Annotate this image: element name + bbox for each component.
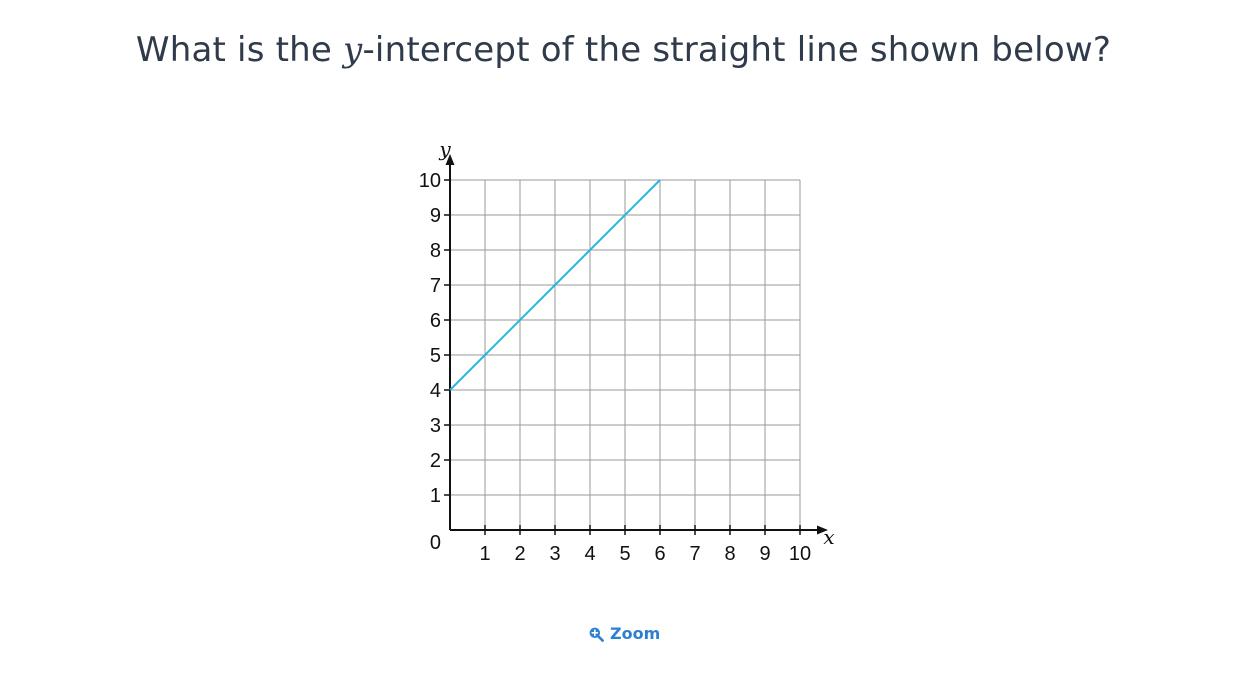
origin-label: 0 (430, 532, 441, 554)
y-axis-label: y (438, 137, 451, 161)
question-prefix: What is the (135, 30, 344, 70)
x-tick-label: 1 (479, 543, 490, 565)
y-tick-label: 2 (430, 450, 441, 472)
y-tick-label: 3 (430, 415, 441, 437)
y-tick-label: 1 (430, 485, 441, 507)
x-axis-arrow (817, 525, 828, 535)
zoom-label: Zoom (610, 624, 661, 643)
y-tick-label: 9 (430, 205, 441, 227)
y-tick-label: 10 (419, 170, 441, 192)
x-tick-label: 10 (789, 543, 811, 565)
x-tick-label: 5 (619, 543, 630, 565)
x-tick-label: 4 (584, 543, 595, 565)
y-tick-label: 7 (430, 275, 441, 297)
x-tick-label: 8 (724, 543, 735, 565)
y-tick-label: 6 (430, 310, 441, 332)
y-tick-label: 4 (430, 380, 441, 402)
line-graph: 1 2 3 4 5 6 7 8 9 10 1 2 3 4 5 6 7 8 9 10 0 x y (419, 137, 835, 565)
x-tick-label: 3 (549, 543, 560, 565)
series (449, 179, 661, 391)
zoom-button[interactable]: Zoom (588, 624, 660, 643)
axes (445, 154, 828, 535)
x-tick-label: 7 (689, 543, 700, 565)
grid (450, 179, 801, 530)
question-suffix: -intercept of the straight line shown be… (362, 30, 1112, 70)
series-line (449, 179, 661, 391)
x-tick-label: 9 (759, 543, 770, 565)
x-tick-label: 2 (514, 543, 525, 565)
tick-marks (444, 179, 801, 535)
y-tick-label: 8 (430, 240, 441, 262)
y-axis-arrow (445, 154, 455, 165)
x-tick-label: 6 (654, 543, 665, 565)
y-tick-label: 5 (430, 345, 441, 367)
tick-labels: 1 2 3 4 5 6 7 8 9 10 1 2 3 4 5 6 7 8 9 10 0 x y (419, 137, 835, 565)
question-text: What is the y-intercept of the straight … (0, 30, 1247, 70)
zoom-in-icon (588, 626, 604, 642)
question-variable: y (343, 30, 363, 70)
x-axis-label: x (823, 525, 834, 549)
